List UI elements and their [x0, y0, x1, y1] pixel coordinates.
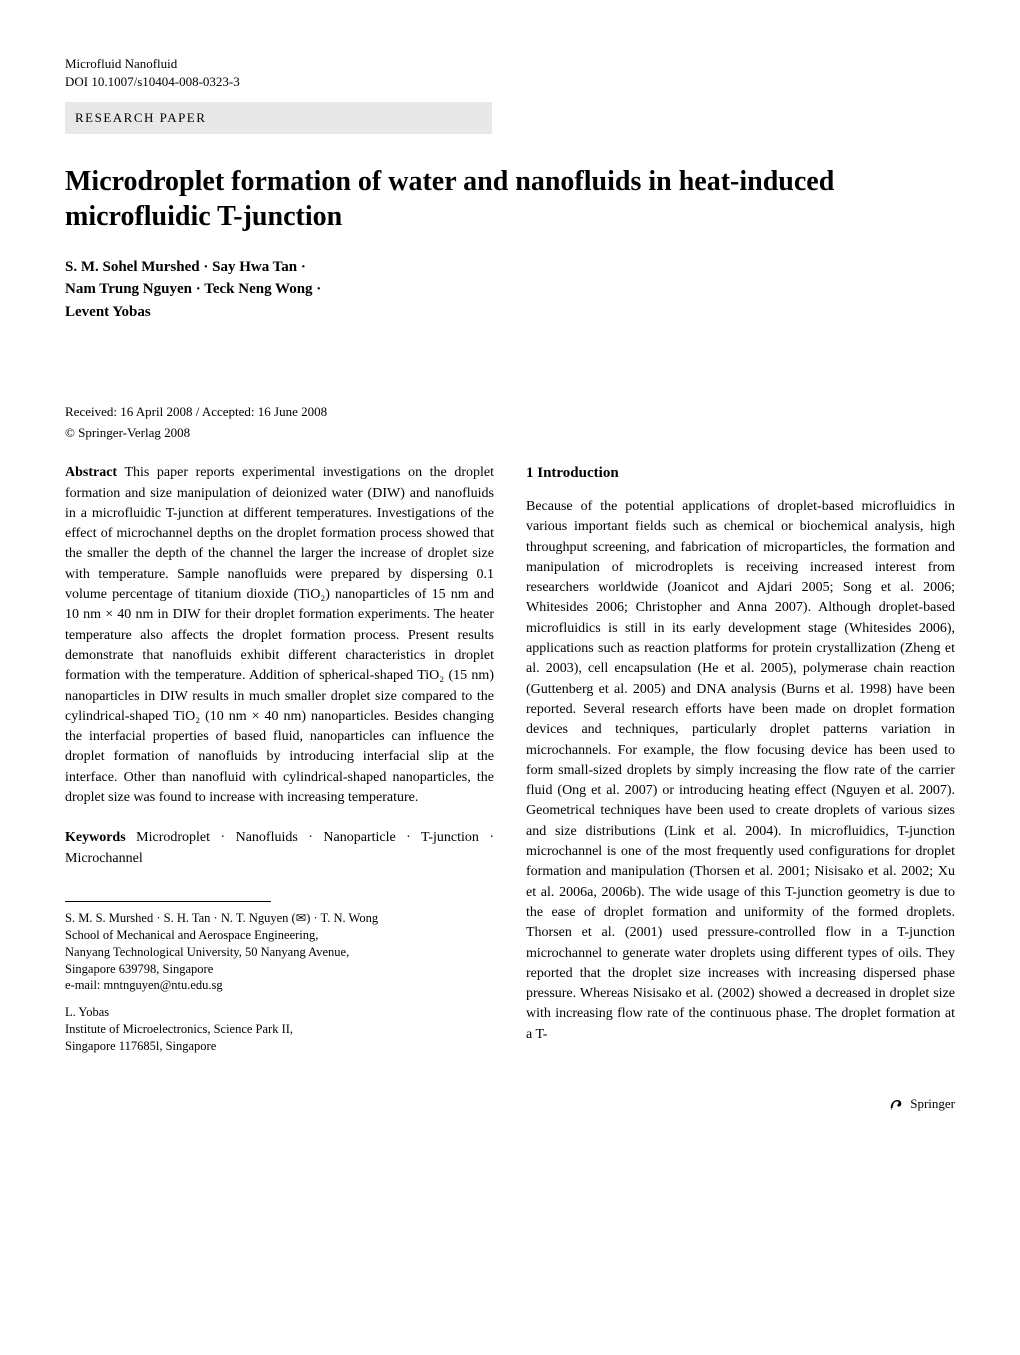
authors-line: Levent Yobas	[65, 301, 955, 324]
copyright: © Springer-Verlag 2008	[65, 424, 955, 442]
publisher-name: Springer	[910, 1095, 955, 1113]
springer-horse-icon	[888, 1096, 904, 1112]
running-header: Microfluid Nanofluid DOI 10.1007/s10404-…	[65, 55, 955, 90]
article-category: RESEARCH PAPER	[65, 102, 492, 134]
affil-address: School of Mechanical and Aerospace Engin…	[65, 927, 494, 944]
doi: DOI 10.1007/s10404-008-0323-3	[65, 73, 240, 91]
article-title: Microdroplet formation of water and nano…	[65, 164, 955, 234]
abstract: Abstract This paper reports experimental…	[65, 463, 494, 808]
section-body: Because of the potential applications of…	[526, 497, 955, 1045]
affiliation-block: L. Yobas Institute of Microelectronics, …	[65, 1004, 494, 1055]
authors-line: S. M. Sohel Murshed · Say Hwa Tan ·	[65, 256, 955, 279]
authors-line: Nam Trung Nguyen · Teck Neng Wong ·	[65, 278, 955, 301]
affil-address: Singapore 117685l, Singapore	[65, 1038, 494, 1055]
content-columns: Abstract This paper reports experimental…	[65, 463, 955, 1065]
left-column: Abstract This paper reports experimental…	[65, 463, 494, 1065]
article-dates: Received: 16 April 2008 / Accepted: 16 J…	[65, 403, 955, 421]
journal-name: Microfluid Nanofluid	[65, 55, 240, 73]
affil-address: Nanyang Technological University, 50 Nan…	[65, 944, 494, 961]
section-heading: 1 Introduction	[526, 463, 955, 485]
affil-address: Institute of Microelectronics, Science P…	[65, 1021, 494, 1038]
keywords-text: Microdroplet · Nanofluids · Nanoparticle…	[65, 830, 494, 865]
abstract-label: Abstract	[65, 465, 117, 480]
abstract-text: This paper reports experimental investig…	[65, 465, 494, 805]
affiliation-block: S. M. S. Murshed · S. H. Tan · N. T. Ngu…	[65, 910, 494, 994]
keywords: Keywords Microdroplet · Nanofluids · Nan…	[65, 828, 494, 869]
affiliation-rule	[65, 901, 271, 902]
affil-names: S. M. S. Murshed · S. H. Tan · N. T. Ngu…	[65, 910, 494, 927]
affil-names: L. Yobas	[65, 1004, 494, 1021]
page-footer: Springer	[65, 1095, 955, 1113]
right-column: 1 Introduction Because of the potential …	[526, 463, 955, 1065]
affil-email: e-mail: mntnguyen@ntu.edu.sg	[65, 977, 494, 994]
author-list: S. M. Sohel Murshed · Say Hwa Tan · Nam …	[65, 256, 955, 324]
affil-address: Singapore 639798, Singapore	[65, 961, 494, 978]
keywords-label: Keywords	[65, 830, 126, 845]
